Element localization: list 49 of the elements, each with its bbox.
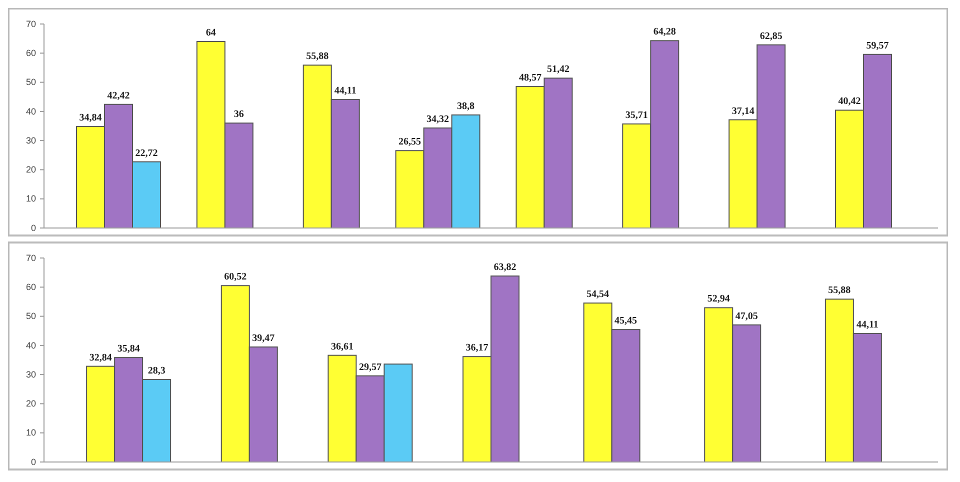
data-label: 26,55 bbox=[398, 136, 422, 148]
y-tick-label: 30 bbox=[26, 135, 36, 146]
data-label: 64,28 bbox=[653, 26, 676, 38]
data-label: 34,84 bbox=[79, 112, 102, 124]
data-label: 51,42 bbox=[546, 64, 570, 76]
y-tick-label: 10 bbox=[26, 428, 36, 438]
data-label: 48,57 bbox=[518, 72, 542, 84]
data-label: 52,94 bbox=[707, 294, 730, 305]
y-tick-label: 20 bbox=[26, 398, 36, 409]
data-label: 60,52 bbox=[224, 272, 247, 283]
y-tick-label: 30 bbox=[26, 369, 36, 380]
y-tick-label: 60 bbox=[26, 282, 36, 292]
data-label: 38,8 bbox=[457, 100, 475, 112]
y-tick-label: 20 bbox=[26, 164, 36, 175]
data-label: 55,88 bbox=[828, 285, 851, 296]
data-label: 64 bbox=[206, 27, 216, 38]
y-tick-label: 60 bbox=[26, 48, 36, 58]
data-label: 42,42 bbox=[107, 90, 130, 102]
y-tick-label: 40 bbox=[26, 106, 36, 116]
data-label: 54,54 bbox=[586, 289, 610, 300]
data-label: 22,72 bbox=[135, 148, 158, 159]
data-label: 36,17 bbox=[466, 342, 488, 354]
data-label: 44,11 bbox=[856, 319, 878, 330]
data-label: 29,57 bbox=[358, 362, 382, 373]
data-label: 32,84 bbox=[89, 352, 112, 364]
data-label: 35,84 bbox=[117, 344, 140, 355]
data-label: 35,71 bbox=[625, 110, 648, 121]
data-label: 39,47 bbox=[252, 332, 275, 344]
y-tick-label: 40 bbox=[26, 340, 36, 350]
data-label: 34,32 bbox=[426, 114, 450, 125]
y-tick-label: 70 bbox=[26, 18, 36, 29]
data-label: 47,05 bbox=[735, 310, 758, 322]
y-tick-label: 70 bbox=[26, 252, 36, 263]
data-label: 36 bbox=[234, 109, 244, 120]
data-label: 62,85 bbox=[760, 30, 782, 42]
y-tick-label: 50 bbox=[26, 311, 36, 322]
data-label: 55,88 bbox=[306, 51, 329, 62]
y-tick-label: 50 bbox=[26, 77, 36, 88]
data-label: 44,11 bbox=[334, 85, 356, 96]
y-tick-label: 10 bbox=[26, 194, 36, 204]
data-label: 63,82 bbox=[494, 262, 516, 274]
y-tick-label: 0 bbox=[30, 456, 36, 467]
data-label: 36,61 bbox=[330, 341, 354, 352]
data-label: 28,3 bbox=[148, 366, 166, 377]
data-label: 37,14 bbox=[732, 106, 754, 117]
y-tick-label: 0 bbox=[30, 222, 36, 233]
data-label: 59,57 bbox=[866, 40, 889, 52]
data-label: 40,42 bbox=[838, 96, 861, 108]
data-label: 45,45 bbox=[614, 316, 638, 327]
